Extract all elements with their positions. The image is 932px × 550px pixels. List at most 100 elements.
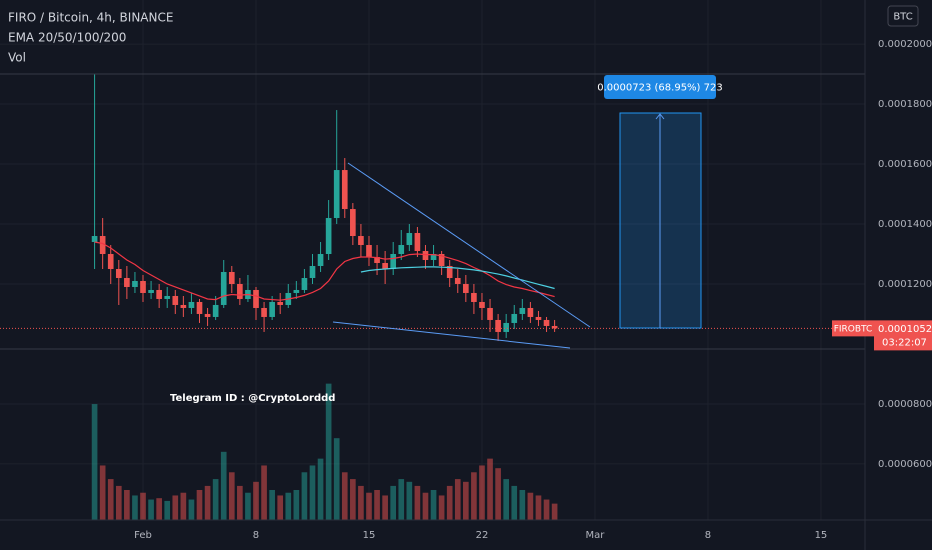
volume-bar <box>124 490 130 520</box>
volume-bar <box>390 485 397 520</box>
volume-bar <box>551 503 558 520</box>
volume-bar <box>463 481 469 520</box>
candle-body <box>471 292 477 302</box>
candle-body <box>495 319 501 332</box>
candle-body <box>188 301 195 308</box>
volume-bar <box>156 498 162 520</box>
candle-body <box>358 236 364 246</box>
candle-body <box>148 289 154 293</box>
price-tag-box <box>874 320 932 351</box>
volume-bar <box>132 495 138 520</box>
candle-body <box>454 277 461 284</box>
volume-bar <box>245 492 251 520</box>
x-tick-label: 22 <box>476 530 489 541</box>
candle-body <box>333 170 340 219</box>
candle-body <box>398 245 405 255</box>
candle-body <box>341 170 348 210</box>
volume-bar <box>341 472 348 520</box>
volume-bar <box>325 383 332 520</box>
volume-bar <box>277 495 284 520</box>
x-tick-label: 15 <box>363 530 376 541</box>
candle-body <box>511 313 518 323</box>
y-tick-label: 0.0001200 <box>878 279 932 290</box>
candle-body <box>124 277 130 287</box>
candle-body <box>164 295 171 299</box>
candle-body <box>527 307 534 317</box>
volume-bar <box>228 472 235 520</box>
x-tick-label: Mar <box>586 530 606 541</box>
candle-body <box>228 271 235 284</box>
candle-body <box>446 265 453 278</box>
candle-body <box>115 268 122 278</box>
y-tick-label: 0.0000800 <box>878 399 932 410</box>
candle-body <box>551 325 558 329</box>
position-label: 0.0000723 (68.95%) 723 <box>597 83 722 94</box>
candle-body <box>172 295 179 305</box>
candle-body <box>430 254 437 260</box>
volume-bar <box>301 472 308 520</box>
candle-body <box>140 280 146 293</box>
candle-body <box>261 307 267 317</box>
volume-bar <box>317 458 324 520</box>
volume-bar <box>366 492 372 520</box>
volume-bar <box>91 404 98 520</box>
volume-bar <box>140 492 146 520</box>
candle-body <box>350 209 356 237</box>
candle-body <box>503 322 510 332</box>
volume-bar <box>269 490 275 520</box>
trend-line <box>332 321 571 349</box>
y-tick-label: 0.0002000 <box>878 39 932 50</box>
volume-bar <box>196 490 203 520</box>
candle-body <box>204 313 211 317</box>
volume-bar <box>503 479 510 520</box>
volume-bar <box>350 479 356 520</box>
volume-bar <box>148 499 154 520</box>
currency-button-label[interactable]: BTC <box>893 12 912 23</box>
volume-bar <box>438 495 445 520</box>
volume-bar <box>406 481 413 520</box>
volume-bar <box>253 481 259 520</box>
volume-bar <box>374 490 380 520</box>
volume-label: Vol <box>8 51 26 65</box>
currency-button[interactable] <box>887 5 919 27</box>
candle-body <box>414 233 421 252</box>
volume-bar <box>180 492 187 520</box>
volume-bar <box>107 479 114 520</box>
volume-bar <box>333 438 340 520</box>
chart-title: FIRO / Bitcoin, 4h, BINANCE <box>8 11 173 25</box>
volume-bar <box>454 479 461 520</box>
position-label-box <box>604 75 716 99</box>
candle-body <box>406 233 413 246</box>
volume-bar <box>487 458 493 520</box>
last-price-label: 0.0001052 <box>878 324 932 335</box>
ema-line <box>360 266 555 290</box>
x-tick-label: Feb <box>134 530 152 541</box>
volume-bar <box>519 490 526 520</box>
volume-bar <box>422 492 429 520</box>
candle-body <box>317 254 324 266</box>
volume-bar <box>220 451 227 520</box>
volume-bar <box>99 465 106 520</box>
candle-body <box>99 236 106 255</box>
volume-bar <box>188 499 195 520</box>
y-tick-label: 0.0001800 <box>878 99 932 110</box>
volume-bar <box>535 495 542 520</box>
x-tick-label: 8 <box>705 530 711 541</box>
position-arrow-head <box>655 113 665 120</box>
candle-body <box>390 254 397 269</box>
countdown-label: 03:22:07 <box>882 337 927 348</box>
candle-body <box>535 316 542 320</box>
candle-body <box>293 289 300 293</box>
candle-body <box>479 301 485 308</box>
candle-body <box>107 254 114 269</box>
volume-bar <box>511 485 518 520</box>
candle-body <box>519 307 526 314</box>
volume-bar <box>237 485 243 520</box>
x-tick-label: 15 <box>815 530 828 541</box>
volume-bar <box>115 485 122 520</box>
candle-body <box>309 265 316 278</box>
candle-body <box>237 283 243 299</box>
volume-bar <box>261 465 267 520</box>
volume-bar <box>495 468 501 520</box>
